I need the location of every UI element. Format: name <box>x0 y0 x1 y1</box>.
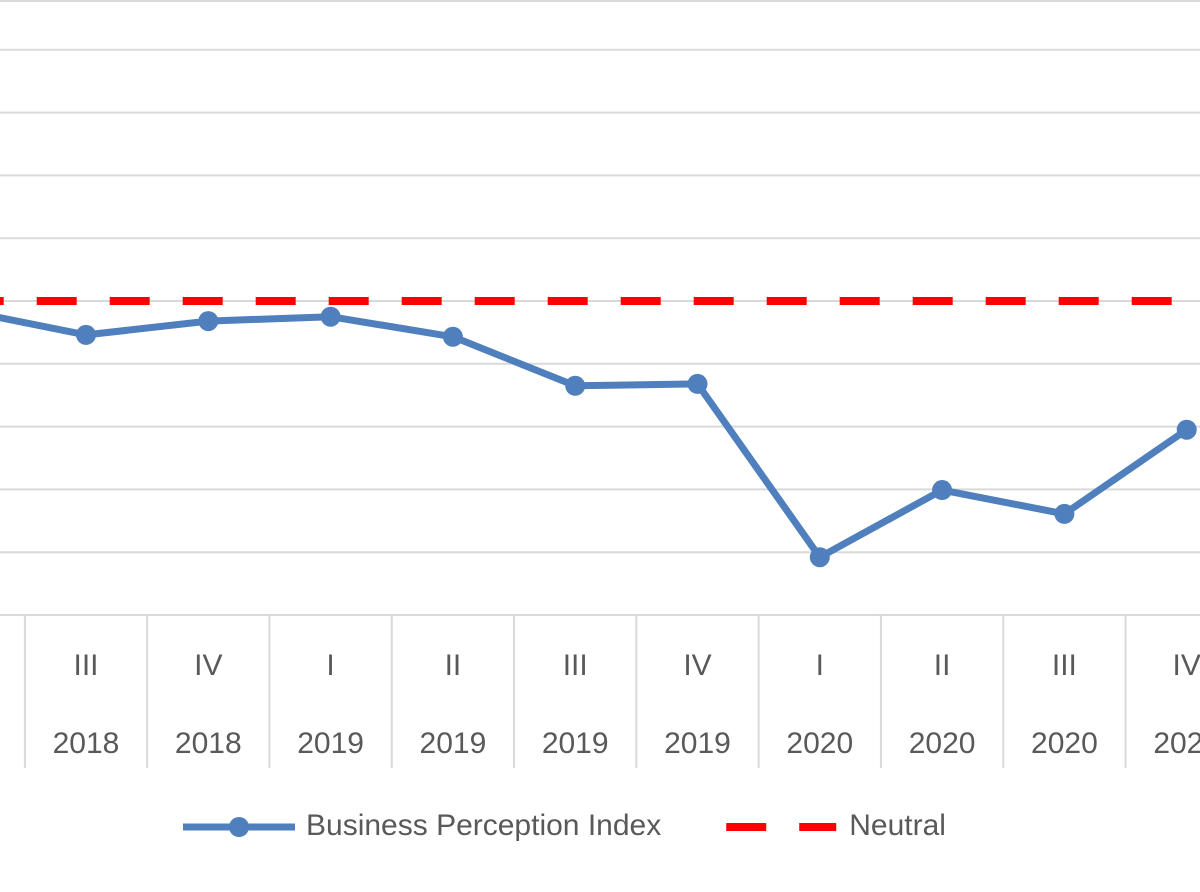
legend-marker <box>229 817 249 837</box>
point <box>687 373 708 394</box>
x-tick-label: III <box>73 649 98 682</box>
legend-label: Business Perception Index <box>306 809 661 842</box>
x-tick-label: II <box>445 649 462 682</box>
point <box>1176 419 1197 440</box>
x-tick-label-year: 2020 <box>1153 727 1200 760</box>
point <box>809 547 830 568</box>
x-tick-label: IV <box>683 649 711 682</box>
x-tick-label: IV <box>1173 649 1200 682</box>
x-tick-label: IV <box>194 649 222 682</box>
x-tick-label: III <box>563 649 588 682</box>
x-tick-label-year: 2019 <box>664 727 731 760</box>
point <box>320 306 341 327</box>
x-tick-label-year: 2019 <box>420 727 487 760</box>
x-tick-label-year: 2020 <box>909 727 976 760</box>
x-tick-label-year: 2020 <box>1031 727 1098 760</box>
point <box>932 480 953 501</box>
x-tick-label-year: 2018 <box>53 727 120 760</box>
point <box>198 311 219 332</box>
x-tick-label: I <box>816 649 824 682</box>
point <box>1054 503 1075 524</box>
point <box>565 375 586 396</box>
x-tick-label-year: 2019 <box>297 727 364 760</box>
series-line <box>0 313 1189 561</box>
x-tick-label-year: 2018 <box>175 727 242 760</box>
x-tick-label-year: 2019 <box>542 727 609 760</box>
legend-label: Neutral <box>849 809 946 842</box>
x-tick-label: III <box>1052 649 1077 682</box>
point <box>76 324 96 345</box>
x-tick-label: II <box>934 649 951 682</box>
x-tick-label-year: 2020 <box>786 727 853 760</box>
x-tick-label: I <box>326 649 334 682</box>
point <box>442 326 463 347</box>
